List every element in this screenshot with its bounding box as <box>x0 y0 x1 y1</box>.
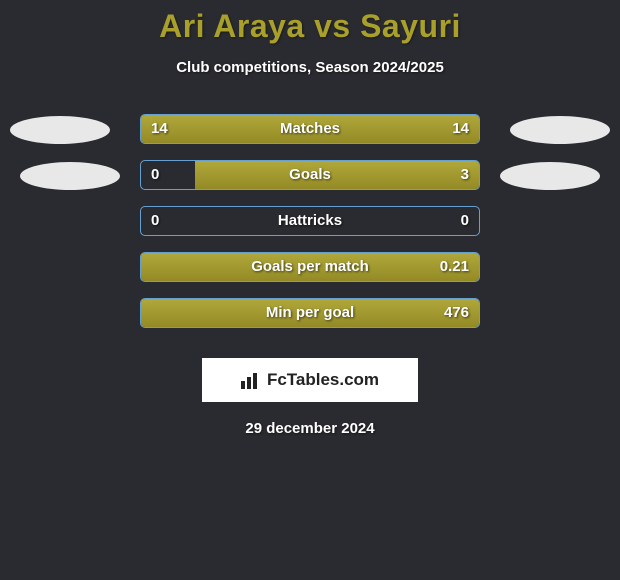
stat-label: Min per goal <box>141 304 479 321</box>
comparison-chart: 14 Matches 14 0 Goals 3 0 Hattricks 0 <box>0 114 620 344</box>
page-title: Ari Araya vs Sayuri <box>0 0 620 45</box>
stat-bar: 14 Matches 14 <box>140 114 480 144</box>
stat-label: Hattricks <box>141 212 479 229</box>
stat-value-right: 476 <box>444 304 469 321</box>
fctables-logo[interactable]: FcTables.com <box>202 358 418 402</box>
stat-row-matches: 14 Matches 14 <box>0 114 620 160</box>
player-right-ellipse-icon <box>510 116 610 144</box>
stat-value-right: 3 <box>461 166 469 183</box>
player-left-ellipse-icon <box>20 162 120 190</box>
stat-bar: 0 Goals 3 <box>140 160 480 190</box>
subtitle: Club competitions, Season 2024/2025 <box>0 59 620 76</box>
stat-row-min-per-goal: Min per goal 476 <box>0 298 620 344</box>
date-label: 29 december 2024 <box>0 420 620 437</box>
logo-text: FcTables.com <box>267 370 379 390</box>
stat-label: Matches <box>141 120 479 137</box>
stat-value-right: 14 <box>452 120 469 137</box>
stat-row-hattricks: 0 Hattricks 0 <box>0 206 620 252</box>
stat-value-right: 0.21 <box>440 258 469 275</box>
stat-label: Goals per match <box>141 258 479 275</box>
stat-bar: Min per goal 476 <box>140 298 480 328</box>
stat-row-goals: 0 Goals 3 <box>0 160 620 206</box>
stat-bar: 0 Hattricks 0 <box>140 206 480 236</box>
stat-label: Goals <box>141 166 479 183</box>
stat-row-goals-per-match: Goals per match 0.21 <box>0 252 620 298</box>
bar-chart-icon <box>241 371 261 389</box>
stat-bar: Goals per match 0.21 <box>140 252 480 282</box>
stat-value-right: 0 <box>461 212 469 229</box>
player-left-ellipse-icon <box>10 116 110 144</box>
player-right-ellipse-icon <box>500 162 600 190</box>
